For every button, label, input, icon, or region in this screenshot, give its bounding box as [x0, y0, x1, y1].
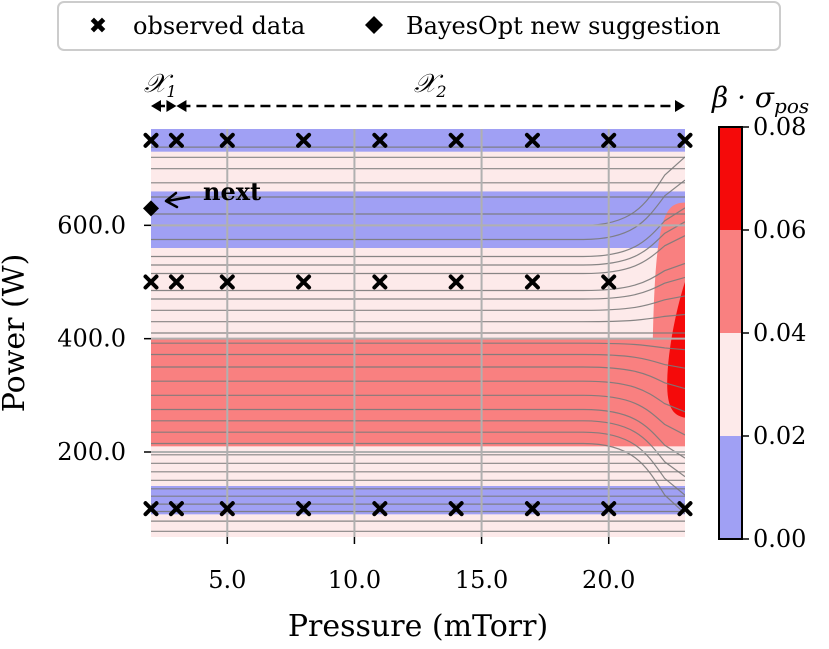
observed-markers	[143, 132, 693, 517]
observed-point-18	[168, 501, 184, 517]
legend: ✖ observed data BayesOpt new suggestion	[57, 1, 781, 51]
observed-point-16	[601, 274, 617, 290]
contour-line-22	[151, 276, 685, 300]
region2-label: 𝒳2	[414, 69, 447, 101]
observed-point-25	[677, 501, 693, 517]
contour-line-24	[151, 235, 685, 275]
observed-point-23	[524, 501, 540, 517]
colorbar-segment-1	[719, 333, 742, 436]
colorbar-tick-label-2: 0.04	[753, 319, 806, 347]
colorbar-tick-label-1: 0.02	[753, 422, 806, 450]
contour-band-6	[151, 151, 685, 192]
observed-point-24	[601, 501, 617, 517]
contour-line-23	[151, 262, 685, 292]
y-axis-label: Power (W)	[0, 254, 32, 413]
grid-lines	[151, 129, 685, 537]
contour-line-15	[151, 380, 685, 413]
observed-point-9	[143, 274, 159, 290]
next-label: next	[203, 177, 261, 206]
observed-point-8	[677, 132, 693, 148]
colorbar: β · σpos 0.00 0.02 0.04 0.06 0.08	[711, 81, 809, 553]
observed-point-14	[448, 274, 464, 290]
legend-label-suggestion: BayesOpt new suggestion	[406, 12, 720, 40]
hot-region-core	[667, 282, 685, 418]
contour-band-4	[151, 248, 685, 339]
contour-line-16	[151, 366, 685, 390]
contour-line-13	[151, 408, 685, 459]
observed-point-2	[219, 132, 235, 148]
observed-point-11	[219, 274, 235, 290]
next-arrow-head	[164, 191, 179, 209]
observed-point-12	[296, 274, 312, 290]
observed-point-20	[296, 501, 312, 517]
observed-point-15	[524, 274, 540, 290]
contour-band-7	[151, 129, 685, 152]
observed-point-19	[219, 501, 235, 517]
y-tick-label-2: 600.0	[57, 211, 126, 239]
colorbar-segment-3	[719, 127, 742, 230]
x-tick-label-3: 20.0	[582, 566, 635, 594]
contour-line-10	[151, 442, 685, 515]
observed-point-3	[296, 132, 312, 148]
contour-line-14	[151, 394, 685, 436]
axes: 5.0 10.0 15.0 20.0 200.0 400.0 600.0	[57, 211, 635, 594]
legend-label-observed: observed data	[133, 12, 305, 40]
colorbar-segment-0	[719, 436, 742, 539]
region2-arrow-head-right	[675, 100, 685, 112]
observed-point-1	[168, 132, 184, 148]
observed-point-22	[448, 501, 464, 517]
observed-point-6	[524, 132, 540, 148]
colorbar-tick-label-3: 0.06	[753, 216, 806, 244]
legend-observed-marker: ✖	[89, 14, 107, 39]
observed-point-21	[372, 501, 388, 517]
legend-box	[57, 1, 781, 51]
contour-line-11	[151, 431, 685, 496]
contour-band-0	[151, 514, 685, 537]
plot-area	[151, 129, 685, 537]
y-tick-label-1: 400.0	[57, 325, 126, 353]
contour-line-26	[151, 207, 685, 258]
contour-lines	[151, 146, 685, 532]
region1-label: 𝒳1	[144, 69, 177, 101]
x-tick-label-0: 5.0	[208, 566, 246, 594]
contour-line-18	[151, 342, 685, 351]
legend-suggestion-marker	[365, 16, 383, 34]
observed-point-0	[143, 132, 159, 148]
contour-line-21	[151, 295, 685, 311]
y-tick-label-0: 200.0	[57, 438, 126, 466]
region1-arrow-head-right	[166, 100, 177, 112]
contour-line-25	[151, 221, 685, 266]
contour-line-27	[151, 179, 685, 241]
x-axis-label: Pressure (mTorr)	[288, 609, 548, 644]
observed-point-4	[372, 132, 388, 148]
region-annotations: 𝒳1 𝒳2	[144, 69, 685, 112]
contour-line-20	[151, 313, 685, 323]
suggestion-layer: next	[143, 177, 261, 217]
x-tick-label-2: 15.0	[455, 566, 508, 594]
contour-band-1	[151, 486, 685, 515]
observed-point-7	[601, 132, 617, 148]
colorbar-label: β · σpos	[711, 81, 809, 118]
colorbar-segment-2	[719, 230, 742, 333]
next-arrow-line	[166, 195, 191, 203]
observed-point-13	[372, 274, 388, 290]
suggestion-point	[143, 200, 159, 217]
colorbar-tick-label-0: 0.00	[753, 525, 806, 553]
contour-line-17	[151, 353, 685, 369]
region1-arrow-head-left	[151, 100, 161, 112]
observed-point-17	[143, 501, 159, 517]
observed-point-10	[168, 274, 184, 290]
x-tick-label-1: 10.0	[328, 566, 381, 594]
region-arrows	[151, 100, 685, 112]
observed-point-5	[448, 132, 464, 148]
contour-band-3	[151, 338, 685, 447]
contour-line-12	[151, 420, 685, 478]
colorbar-tick-label-4: 0.08	[753, 113, 806, 141]
region2-arrow-head-left	[176, 100, 187, 112]
